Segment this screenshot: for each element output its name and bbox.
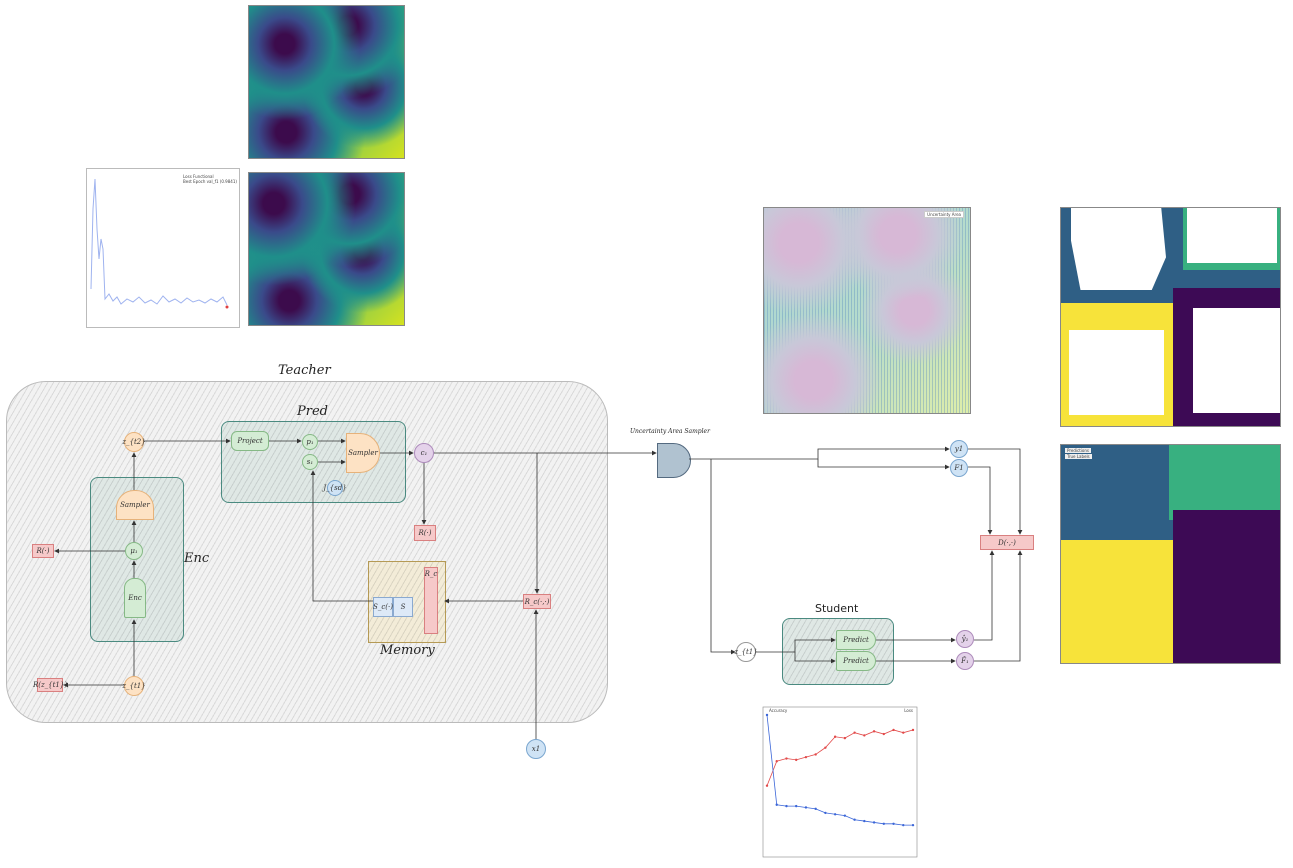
series-0-point-10 bbox=[863, 734, 866, 737]
best-epoch-marker bbox=[225, 305, 229, 309]
acc-legend-1: Accuracy bbox=[769, 708, 788, 713]
p1-node: p₁ bbox=[302, 434, 318, 450]
series-1-point-3 bbox=[795, 804, 798, 808]
series-1-point-5 bbox=[814, 807, 817, 811]
mem-s-fn-box: S_c(·) bbox=[373, 597, 393, 617]
series-1-point-13 bbox=[892, 822, 895, 825]
y1-node: y1 bbox=[950, 440, 968, 458]
series-line-1 bbox=[766, 714, 913, 826]
series-1-point-0 bbox=[765, 713, 769, 717]
f1-node: F1 bbox=[950, 459, 968, 477]
predict-bottom-box: Predict bbox=[836, 651, 876, 671]
series-0-point-6 bbox=[824, 746, 827, 749]
uncertainty-legend: Uncertainty Area bbox=[924, 211, 964, 218]
teacher-title: Teacher bbox=[278, 363, 331, 378]
series-0-point-12 bbox=[882, 732, 885, 736]
series-0-point-4 bbox=[804, 755, 808, 759]
student-title: Student bbox=[815, 602, 859, 615]
sampler-enc: Sampler bbox=[116, 490, 154, 520]
loss-curve-svg bbox=[90, 178, 229, 309]
r-mu-box: R(·) bbox=[32, 544, 54, 558]
series-1-point-4 bbox=[804, 806, 808, 809]
series-0-point-15 bbox=[911, 728, 915, 732]
series-0-point-0 bbox=[765, 784, 769, 787]
enc-title: Enc bbox=[184, 551, 210, 566]
true-labels-map bbox=[1060, 207, 1281, 427]
series-1-point-12 bbox=[882, 822, 885, 825]
series-0-point-13 bbox=[892, 728, 895, 732]
mem-r-box: R_c bbox=[424, 567, 438, 634]
uncertainty-map-plot: Uncertainty Area bbox=[763, 207, 971, 414]
series-1-point-10 bbox=[863, 819, 866, 823]
series-1-point-6 bbox=[824, 811, 827, 815]
z-t2-node: z_{t2} bbox=[122, 432, 146, 452]
predict-top-box: Predict bbox=[836, 630, 876, 650]
memory-title: Memory bbox=[380, 643, 435, 658]
project-box: Project bbox=[231, 431, 269, 451]
series-0-point-7 bbox=[833, 735, 837, 738]
pred-title: Pred bbox=[297, 404, 328, 419]
series-0-point-14 bbox=[902, 731, 905, 734]
jsd-node: J_{sd} bbox=[323, 480, 347, 496]
series-0-point-3 bbox=[795, 758, 798, 762]
f-hat-node: F̂₁ bbox=[956, 652, 974, 670]
series-0-point-5 bbox=[814, 753, 817, 756]
c1-node: c₁ bbox=[414, 443, 434, 463]
r-c-mem-box: R_c(·,·) bbox=[523, 594, 551, 609]
heatmap-bottom bbox=[248, 172, 405, 326]
series-line-0 bbox=[766, 729, 914, 786]
loss-curve-plot: Loss Functional Best Epoch val_f1 (0.984… bbox=[86, 168, 240, 328]
accuracy-loss-svg bbox=[762, 706, 918, 858]
z-t1-node: z_{t1} bbox=[122, 676, 146, 696]
r-c-box: R(·) bbox=[414, 525, 436, 541]
series-1-point-8 bbox=[843, 814, 847, 817]
enc-box: Enc bbox=[124, 578, 146, 618]
series-1-point-1 bbox=[775, 803, 778, 806]
accuracy-loss-chart: Accuracy Loss bbox=[755, 703, 925, 863]
x1-input-node: x1 bbox=[526, 739, 546, 759]
loss-legend-1: Loss Functional bbox=[183, 174, 214, 179]
series-0-point-1 bbox=[775, 760, 778, 763]
y-hat-node: ŷ₁ bbox=[956, 630, 974, 648]
s1-node: s₁ bbox=[302, 454, 318, 470]
pred-legend-1: Predictions bbox=[1065, 448, 1091, 453]
sampler-pred: Sampler bbox=[346, 433, 380, 473]
loss-legend-2: Best Epoch val_f1 (0.9841) bbox=[183, 179, 237, 184]
series-0-point-8 bbox=[843, 736, 847, 740]
series-1-point-9 bbox=[853, 818, 856, 821]
sampler-label: Uncertainty Area Sampler bbox=[630, 428, 710, 435]
series-0-point-9 bbox=[853, 731, 856, 734]
r-zt1-box: R(z_{t1}) bbox=[33, 678, 67, 692]
series-1-point-14 bbox=[902, 823, 905, 827]
heatmap-top bbox=[248, 5, 405, 159]
series-1-point-11 bbox=[872, 821, 876, 824]
series-1-point-7 bbox=[833, 813, 837, 816]
series-1-point-2 bbox=[785, 804, 788, 808]
mu1-node: μ₁ bbox=[125, 542, 143, 560]
pred-legend-2: True Labels bbox=[1065, 454, 1092, 459]
student-input-node: z_{t1} bbox=[734, 642, 758, 662]
mem-s-box: S bbox=[393, 597, 413, 617]
predictions-map: Predictions True Labels bbox=[1060, 444, 1281, 664]
series-0-point-2 bbox=[785, 757, 788, 760]
series-1-point-15 bbox=[911, 823, 915, 827]
acc-legend-2: Loss bbox=[904, 708, 913, 713]
distance-box: D(·,·) bbox=[980, 535, 1034, 550]
uncertainty-sampler-shape bbox=[657, 443, 691, 478]
series-0-point-11 bbox=[872, 730, 876, 733]
